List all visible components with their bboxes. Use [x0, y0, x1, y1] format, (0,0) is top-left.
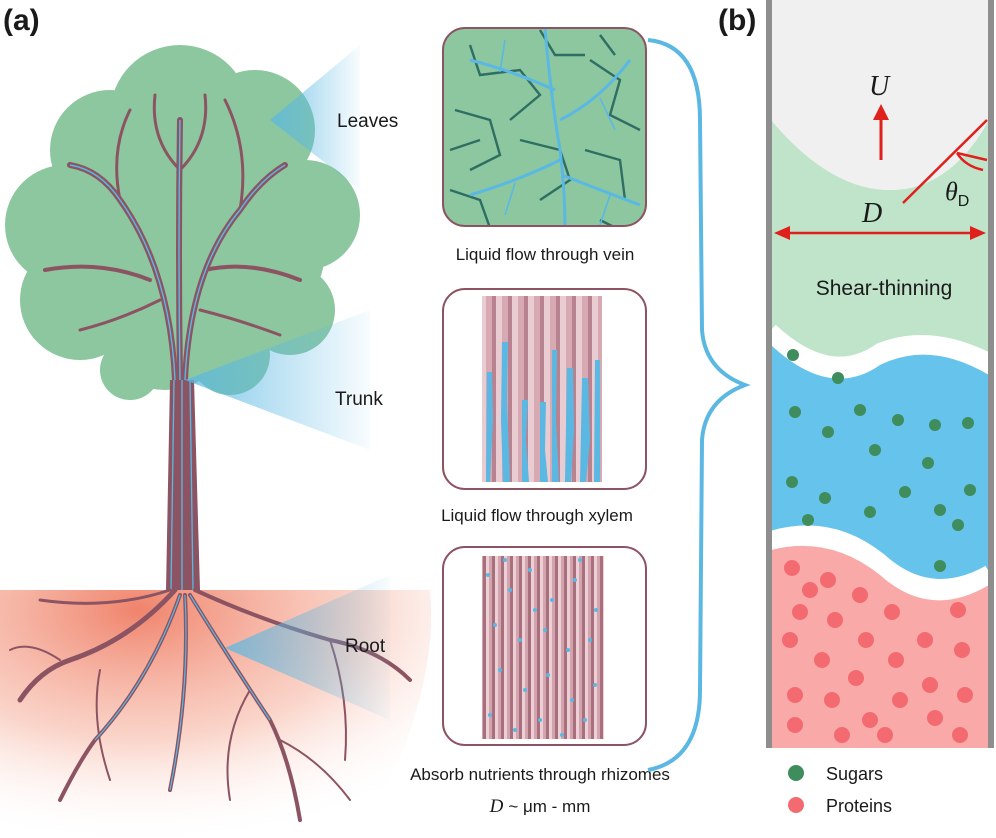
channel-left-wall [766, 0, 772, 748]
root-beam [225, 575, 390, 720]
tree-trunk [166, 380, 200, 590]
legend-protein-label: Proteins [826, 796, 892, 816]
fluid-label: Shear-thinning [816, 277, 953, 300]
size-scale-range: ~ μm - mm [508, 797, 590, 816]
legend-protein-marker [788, 797, 804, 813]
channel-right-wall [988, 0, 994, 748]
panel-a-label: (a) [3, 4, 40, 37]
air-region [771, 0, 989, 190]
velocity-arrow [873, 104, 889, 160]
shear-thinning-fluid [771, 120, 989, 364]
contact-angle-annotation [902, 119, 988, 204]
diameter-arrow [774, 226, 986, 240]
curly-brace [647, 38, 751, 772]
panel-b-label: (b) [718, 4, 756, 37]
rhizome-inset [442, 546, 647, 746]
leaf-vein-inset [442, 27, 647, 227]
contact-angle-symbol: θD [945, 177, 969, 210]
size-scale-label: D ~ μm - mm [489, 796, 591, 817]
rhizome-droplets [486, 558, 598, 737]
legend-sugar-marker [788, 765, 804, 781]
contact-angle-theta: θ [945, 177, 958, 206]
xylem-inset [442, 288, 647, 490]
protein-particles [782, 560, 973, 743]
root-veins [94, 594, 271, 791]
leaves-beam [270, 45, 360, 190]
diameter-symbol: D [861, 198, 882, 229]
legend-sugar-label: Sugars [826, 764, 883, 784]
leaves-label: Leaves [337, 111, 398, 132]
legend: Sugars Proteins [788, 764, 892, 816]
sugar-particles [786, 349, 976, 572]
vein-caption: Liquid flow through vein [456, 245, 635, 264]
tree-branch-veins [69, 119, 286, 381]
rhizome-caption: Absorb nutrients through rhizomes [410, 765, 670, 784]
velocity-symbol: U [869, 71, 891, 102]
trunk-beam [185, 310, 370, 450]
contact-angle-subscript: D [958, 193, 970, 210]
root-label: Root [345, 636, 386, 657]
channel [766, 0, 994, 748]
size-scale-symbol: D [489, 796, 504, 817]
trunk-veins [170, 379, 194, 591]
xylem-caption: Liquid flow through xylem [441, 506, 633, 525]
trunk-label: Trunk [335, 389, 383, 410]
